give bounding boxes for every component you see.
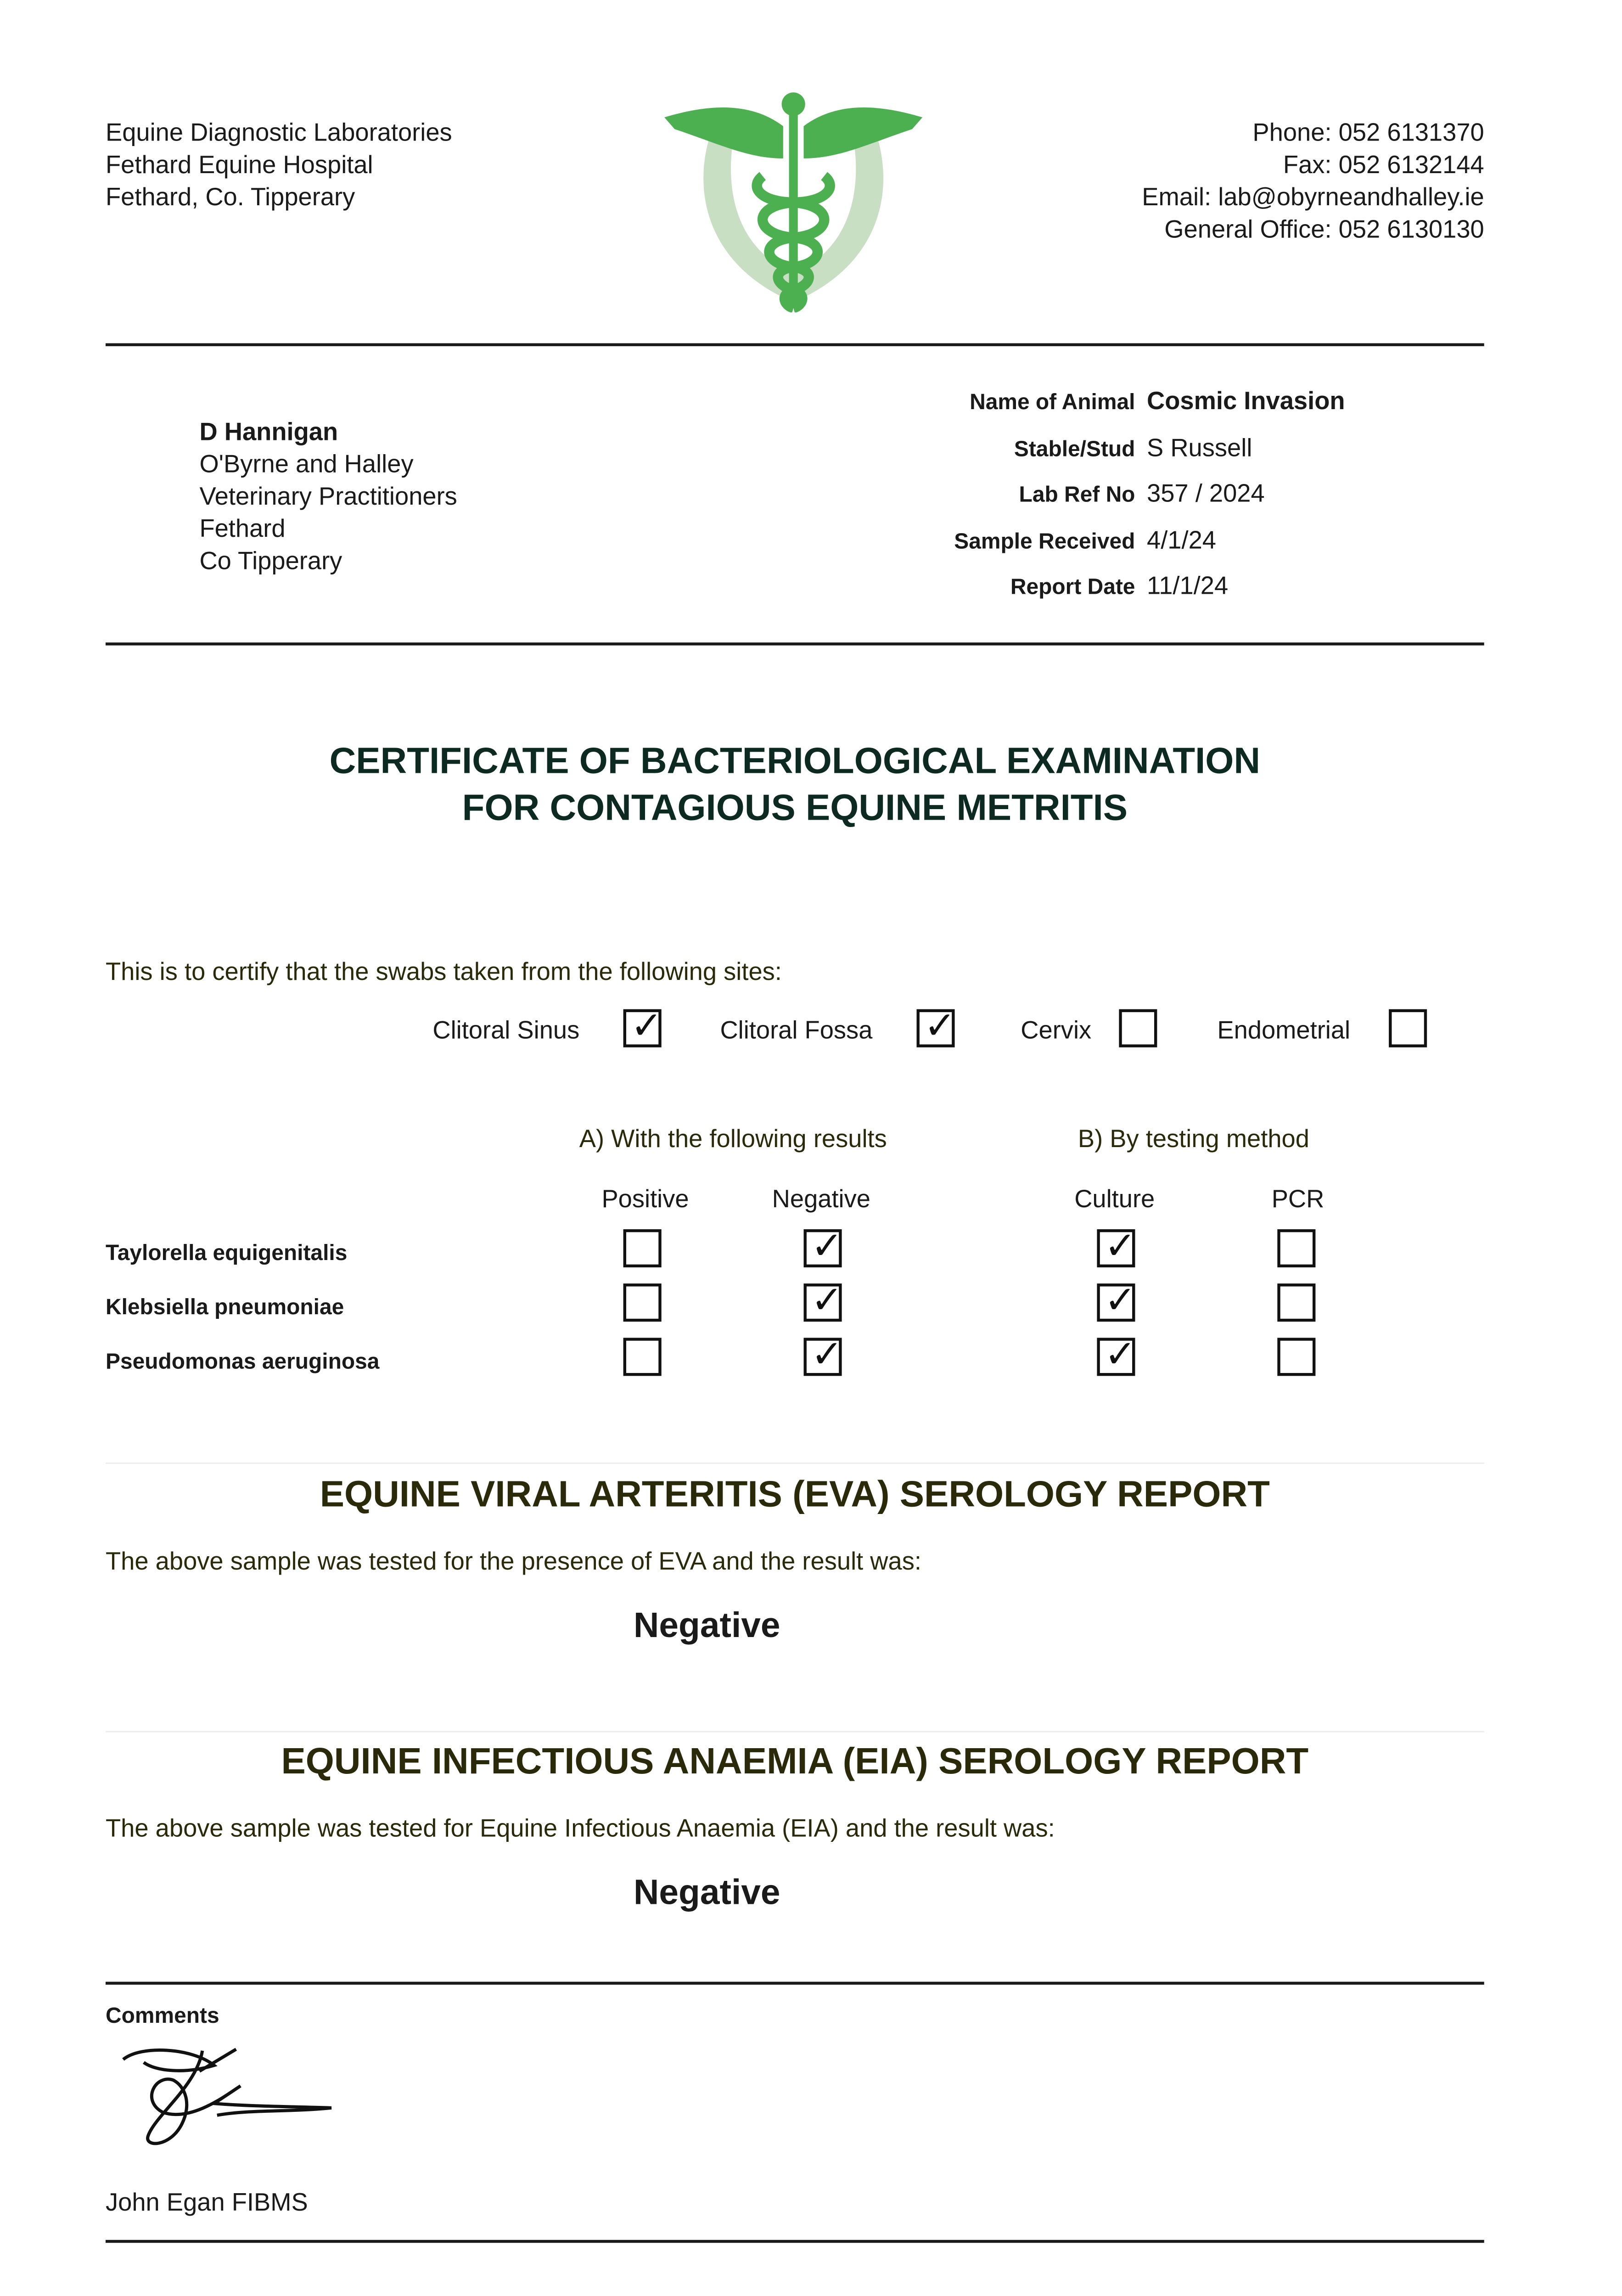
site-label: Endometrial xyxy=(1217,1016,1351,1045)
site-label: Clitoral Fossa xyxy=(720,1016,873,1045)
animal-info: Name of Animal Cosmic Invasion Stable/Stu… xyxy=(842,387,1345,618)
title-line: CERTIFICATE OF BACTERIOLOGICAL EXAMINATI… xyxy=(329,741,1261,782)
lab-name: Equine Diagnostic Laboratories xyxy=(105,118,452,147)
site-checkbox-cervix[interactable] xyxy=(1119,1009,1157,1047)
signatory-name: John Egan FIBMS xyxy=(105,2189,308,2217)
positive-checkbox[interactable] xyxy=(623,1338,662,1376)
certify-text: This is to certify that the swabs taken … xyxy=(105,957,782,986)
positive-checkbox[interactable] xyxy=(623,1229,662,1267)
stable-stud: S Russell xyxy=(1147,433,1252,461)
divider xyxy=(105,1981,1484,1985)
lab-address: Equine Diagnostic Laboratories Fethard E… xyxy=(106,118,452,214)
check-icon: ✓ xyxy=(630,1003,663,1047)
eva-title: EQUINE VIRAL ARTERITIS (EVA) SEROLOGY RE… xyxy=(320,1474,1270,1515)
caduceus-logo xyxy=(664,92,923,313)
check-icon: ✓ xyxy=(1104,1277,1137,1322)
negative-checkbox[interactable]: ✓ xyxy=(803,1223,843,1267)
info-row: Lab Ref No 357 / 2024 xyxy=(842,480,1345,526)
method-heading: B) By testing method xyxy=(1078,1125,1310,1153)
eva-text: The above sample was tested for the pres… xyxy=(105,1548,921,1576)
culture-checkbox[interactable]: ✓ xyxy=(1097,1332,1136,1376)
info-row: Report Date 11/1/24 xyxy=(842,572,1345,619)
info-row: Name of Animal Cosmic Invasion xyxy=(842,387,1345,433)
general-office: General Office: 052 6130130 xyxy=(1164,215,1484,244)
organism-name: Klebsiella pneumoniae xyxy=(105,1295,344,1320)
results-heading: A) With the following results xyxy=(579,1125,887,1153)
title-line: FOR CONTAGIOUS EQUINE METRITIS xyxy=(462,788,1128,829)
eia-title: EQUINE INFECTIOUS ANAEMIA (EIA) SEROLOGY… xyxy=(281,1741,1309,1783)
pcr-checkbox[interactable] xyxy=(1277,1229,1316,1267)
info-label: Stable/Stud xyxy=(1014,436,1135,461)
column-header-culture: Culture xyxy=(1074,1185,1155,1213)
divider xyxy=(105,1731,1484,1733)
lab-hospital: Fethard Equine Hospital xyxy=(105,151,373,179)
recipient-line: Fethard xyxy=(199,515,286,543)
culture-checkbox[interactable]: ✓ xyxy=(1097,1223,1136,1267)
column-header-positive: Positive xyxy=(601,1185,689,1213)
signature xyxy=(122,2048,332,2145)
check-icon: ✓ xyxy=(924,1003,956,1047)
recipient-line: O'Byrne and Halley xyxy=(199,450,414,478)
sample-received: 4/1/24 xyxy=(1147,526,1217,554)
divider xyxy=(105,343,1484,346)
recipient-address: D Hannigan O'Byrne and Halley Veterinary… xyxy=(199,416,457,578)
check-icon: ✓ xyxy=(1104,1332,1137,1376)
lab-ref: 357 / 2024 xyxy=(1147,479,1265,508)
certificate-title: CERTIFICATE OF BACTERIOLOGICAL EXAMINATI… xyxy=(106,738,1484,832)
info-label: Sample Received xyxy=(954,529,1135,554)
site-label: Clitoral Sinus xyxy=(432,1016,580,1045)
comments-label: Comments xyxy=(105,2003,219,2029)
check-icon: ✓ xyxy=(811,1332,843,1376)
recipient-line: Co Tipperary xyxy=(199,547,342,575)
recipient-name: D Hannigan xyxy=(199,418,338,446)
pcr-checkbox[interactable] xyxy=(1277,1283,1316,1322)
site-checkbox-endometrial[interactable] xyxy=(1389,1009,1427,1047)
check-icon: ✓ xyxy=(1104,1223,1137,1267)
culture-checkbox[interactable]: ✓ xyxy=(1097,1277,1136,1322)
email: Email: lab@obyrneandhalley.ie xyxy=(1142,183,1484,211)
fax: Fax: 052 6132144 xyxy=(1283,151,1484,179)
right-wing-icon xyxy=(803,107,923,158)
phone: Phone: 052 6131370 xyxy=(1252,118,1484,147)
check-icon: ✓ xyxy=(811,1223,843,1267)
column-header-negative: Negative xyxy=(772,1185,871,1213)
divider xyxy=(105,2240,1484,2243)
divider xyxy=(105,1462,1484,1464)
site-label: Cervix xyxy=(1021,1016,1092,1045)
positive-checkbox[interactable] xyxy=(623,1283,662,1322)
divider xyxy=(105,642,1484,646)
site-checkbox-clitoral-sinus[interactable]: ✓ xyxy=(623,1003,662,1047)
column-header-pcr: PCR xyxy=(1271,1185,1325,1213)
info-row: Stable/Stud S Russell xyxy=(842,433,1345,480)
negative-checkbox[interactable]: ✓ xyxy=(803,1277,843,1322)
eia-result: Negative xyxy=(633,1873,780,1913)
site-checkbox-clitoral-fossa[interactable]: ✓ xyxy=(916,1003,956,1047)
organism-name: Taylorella equigenitalis xyxy=(105,1241,348,1266)
report-date: 11/1/24 xyxy=(1147,572,1229,600)
contact-info: Phone: 052 6131370 Fax: 052 6132144 Emai… xyxy=(1142,118,1484,247)
organism-name: Pseudomonas aeruginosa xyxy=(105,1349,380,1375)
pcr-checkbox[interactable] xyxy=(1277,1338,1316,1376)
negative-checkbox[interactable]: ✓ xyxy=(803,1332,843,1376)
animal-name: Cosmic Invasion xyxy=(1147,387,1345,416)
info-label: Report Date xyxy=(1010,575,1135,600)
info-label: Lab Ref No xyxy=(1019,482,1135,508)
eva-result: Negative xyxy=(633,1606,780,1646)
info-label: Name of Animal xyxy=(970,390,1135,416)
eia-text: The above sample was tested for Equine I… xyxy=(105,1814,1055,1843)
recipient-line: Veterinary Practitioners xyxy=(199,482,457,511)
info-row: Sample Received 4/1/24 xyxy=(842,526,1345,572)
horseshoe-icon xyxy=(703,114,884,303)
check-icon: ✓ xyxy=(811,1277,843,1322)
lab-location: Fethard, Co. Tipperary xyxy=(105,183,355,211)
left-wing-icon xyxy=(664,107,783,158)
